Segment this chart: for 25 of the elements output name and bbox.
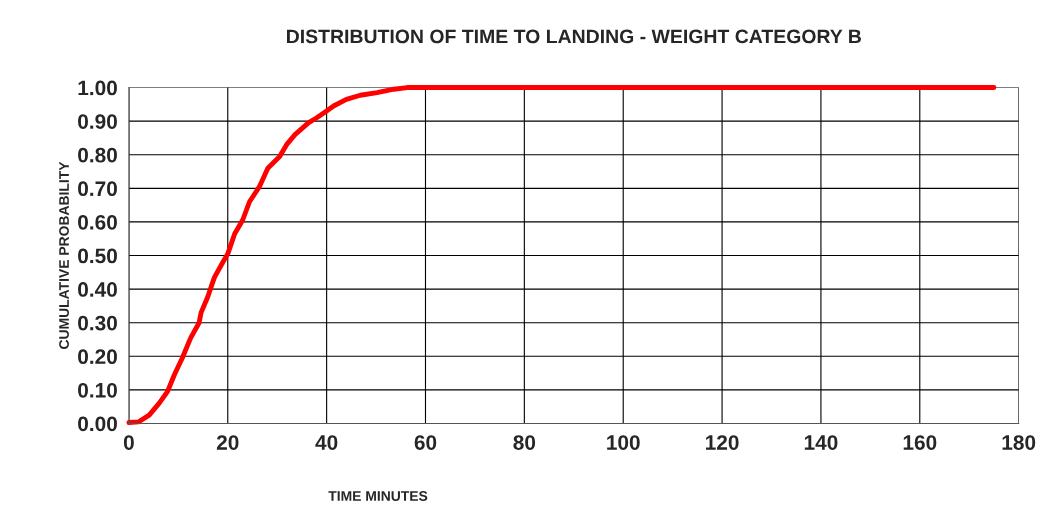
y-tick-label: 0.90 (78, 114, 117, 129)
x-tick-label: 20 (216, 435, 239, 450)
x-tick-label: 180 (1002, 435, 1036, 450)
y-tick-label: 0.70 (78, 181, 117, 197)
x-tick-label: 100 (607, 435, 640, 450)
x-tick-label: 160 (903, 435, 937, 450)
y-tick-label: 0.80 (78, 147, 117, 163)
x-tick-label: 40 (315, 435, 338, 450)
y-tick-label: 0.10 (78, 382, 117, 398)
chart-title: DISTRIBUTION OF TIME TO LANDING - WEIGHT CATEGORY B (287, 29, 861, 44)
y-tick-label: 0.20 (78, 349, 117, 365)
y-tick-label: 0.30 (78, 315, 117, 331)
y-tick-label: 1.00 (78, 80, 117, 96)
x-tick-label: 60 (414, 435, 437, 450)
y-tick-label: 0.40 (78, 282, 117, 297)
x-tick-label: 140 (804, 435, 838, 450)
x-tick-label: 120 (706, 435, 739, 450)
y-axis-title: CUMULATIVE PROBABILITY (59, 161, 69, 349)
x-tick-label: 80 (513, 435, 536, 450)
line-series (126, 85, 997, 425)
y-tick-label: 0.50 (78, 248, 117, 264)
y-tick-label: 0.60 (78, 214, 117, 230)
y-tick-label: 0.00 (78, 416, 117, 432)
x-axis-title: TIME MINUTES (328, 491, 428, 501)
x-tick-label: 0 (123, 435, 134, 450)
